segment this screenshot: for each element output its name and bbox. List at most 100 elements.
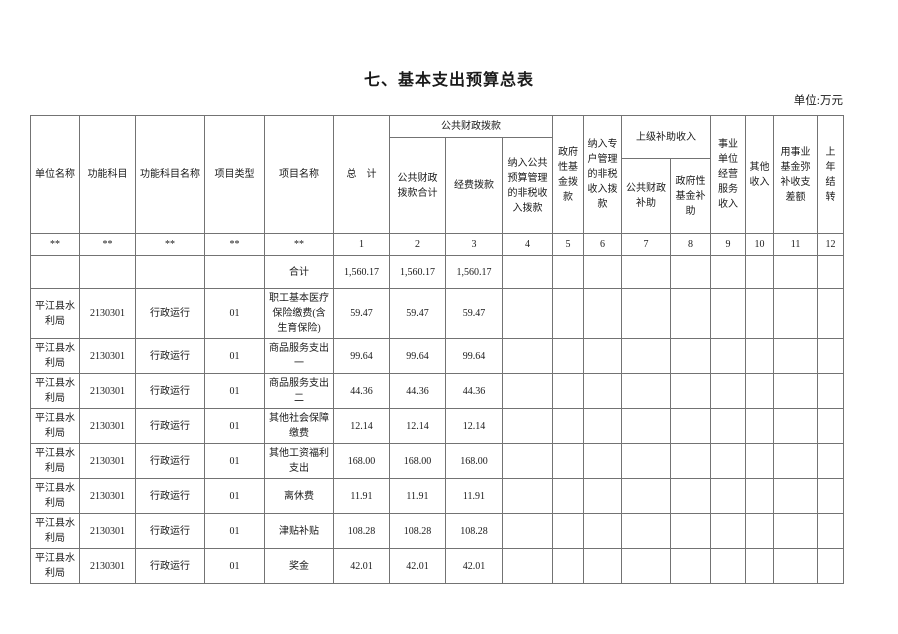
unit-note: 单位:万元	[793, 95, 843, 107]
empty-cell	[621, 338, 672, 374]
func-code-cell: 2130301	[79, 408, 136, 444]
marker-cell: 6	[583, 233, 623, 256]
empty-cell	[710, 338, 747, 374]
proj-name-cell: 商品服务支出二	[264, 373, 334, 409]
empty-cell	[670, 338, 712, 374]
proj-type-cell: 01	[204, 478, 265, 514]
unit-name-cell: 平江县水利局	[30, 338, 80, 374]
total-cell: 108.28	[333, 513, 390, 549]
unit-name-cell: 平江县水利局	[30, 288, 80, 339]
empty-cell	[710, 478, 747, 514]
funds-appropriation-cell: 11.91	[445, 478, 503, 514]
empty-cell	[552, 408, 585, 444]
func-code-cell: 2130301	[79, 513, 136, 549]
table-row: 平江县水利局 2130301 行政运行 01 职工基本医疗保险缴费(含生育保险) 59.4…	[30, 288, 845, 339]
func-code-cell: 2130301	[79, 338, 136, 374]
total-cell: 12.14	[333, 408, 390, 444]
empty-cell	[621, 255, 672, 289]
total-cell: 11.91	[333, 478, 390, 514]
budget-table: 单位名称 功能科目 功能科目名称 项目类型 项目名称 总 计 公共财政拨款 政府…	[30, 115, 845, 584]
empty-cell	[204, 255, 265, 289]
empty-cell	[552, 443, 585, 479]
total-cell: 99.64	[333, 338, 390, 374]
col-header-proj-type: 项目类型	[204, 115, 265, 234]
empty-cell	[583, 408, 623, 444]
table-row: 平江县水利局 2130301 行政运行 01 津贴补贴 108.28 108.28 108.2…	[30, 513, 845, 549]
empty-cell	[745, 288, 775, 339]
empty-cell	[745, 373, 775, 409]
empty-cell	[621, 548, 672, 584]
empty-cell	[710, 513, 747, 549]
total-row: 合计 1,560.17 1,560.17 1,560.17	[30, 255, 845, 289]
unit-name-cell: 平江县水利局	[30, 373, 80, 409]
pf-appropriation-total-cell: 11.91	[389, 478, 446, 514]
func-name-cell: 行政运行	[135, 338, 205, 374]
func-name-cell: 行政运行	[135, 548, 205, 584]
unit-name-cell: 平江县水利局	[30, 408, 80, 444]
empty-cell	[501, 443, 554, 479]
table-row: 平江县水利局 2130301 行政运行 01 奖金 42.01 42.01 42.01	[30, 548, 845, 584]
empty-cell	[670, 513, 712, 549]
empty-cell	[583, 443, 623, 479]
empty-cell	[583, 338, 623, 374]
marker-cell: 8	[670, 233, 712, 256]
marker-cell: **	[30, 233, 80, 256]
funds-appropriation-cell: 108.28	[445, 513, 503, 549]
col-header-nontax-special: 纳入专户管理的非税收入拨款	[583, 115, 623, 234]
total-value-cell: 1,560.17	[389, 255, 446, 289]
empty-cell	[817, 255, 845, 289]
empty-cell	[552, 288, 585, 339]
empty-cell	[773, 548, 819, 584]
empty-cell	[817, 548, 845, 584]
empty-cell	[501, 255, 554, 289]
pf-appropriation-total-cell: 108.28	[389, 513, 446, 549]
proj-type-cell: 01	[204, 548, 265, 584]
pf-appropriation-total-cell: 168.00	[389, 443, 446, 479]
func-name-cell: 行政运行	[135, 443, 205, 479]
empty-cell	[583, 288, 623, 339]
header-row-1: 单位名称 功能科目 功能科目名称 项目类型 项目名称 总 计 公共财政拨款 政府…	[30, 115, 845, 234]
col-header-funds: 经费拨款	[445, 137, 503, 234]
empty-cell	[621, 478, 672, 514]
proj-name-cell: 津贴补贴	[264, 513, 334, 549]
header-row-2: 公共财政拨款合计 经费拨款 纳入公共预算管理的非税收入拨款	[31, 137, 844, 234]
empty-cell	[773, 288, 819, 339]
funds-appropriation-cell: 44.36	[445, 373, 503, 409]
empty-cell	[583, 478, 623, 514]
empty-cell	[552, 338, 585, 374]
empty-cell	[583, 548, 623, 584]
empty-cell	[817, 478, 845, 514]
func-code-cell: 2130301	[79, 548, 136, 584]
empty-cell	[773, 513, 819, 549]
empty-cell	[552, 478, 585, 514]
total-cell: 168.00	[333, 443, 390, 479]
empty-cell	[773, 338, 819, 374]
empty-cell	[745, 478, 775, 514]
marker-cell: 12	[817, 233, 845, 256]
empty-cell	[501, 408, 554, 444]
empty-cell	[745, 513, 775, 549]
table-body: ** ** ** ** ** 1 2 3 4 5 6 7 8 9 10 11 12 合计 1,560.17 1,560…	[30, 233, 845, 584]
empty-cell	[552, 548, 585, 584]
marker-cell: 10	[745, 233, 775, 256]
empty-cell	[745, 548, 775, 584]
col-header-nontax-public: 纳入公共预算管理的非税收入拨款	[501, 137, 554, 234]
func-code-cell: 2130301	[79, 373, 136, 409]
func-name-cell: 行政运行	[135, 408, 205, 444]
unit-name-cell: 平江县水利局	[30, 478, 80, 514]
col-header-other-income: 其他收入	[745, 115, 775, 234]
empty-cell	[501, 373, 554, 409]
total-cell: 59.47	[333, 288, 390, 339]
table-row: 平江县水利局 2130301 行政运行 01 离休费 11.91 11.91 11.91	[30, 478, 845, 514]
funds-appropriation-cell: 168.00	[445, 443, 503, 479]
total-value-cell: 1,560.17	[333, 255, 390, 289]
func-name-cell: 行政运行	[135, 513, 205, 549]
proj-type-cell: 01	[204, 513, 265, 549]
col-header-pf-total: 公共财政拨款合计	[389, 137, 446, 234]
marker-cell: 2	[389, 233, 446, 256]
empty-cell	[817, 373, 845, 409]
col-header-gf-subsidy: 政府性基金补助	[670, 158, 712, 234]
pf-appropriation-total-cell: 42.01	[389, 548, 446, 584]
empty-cell	[501, 288, 554, 339]
